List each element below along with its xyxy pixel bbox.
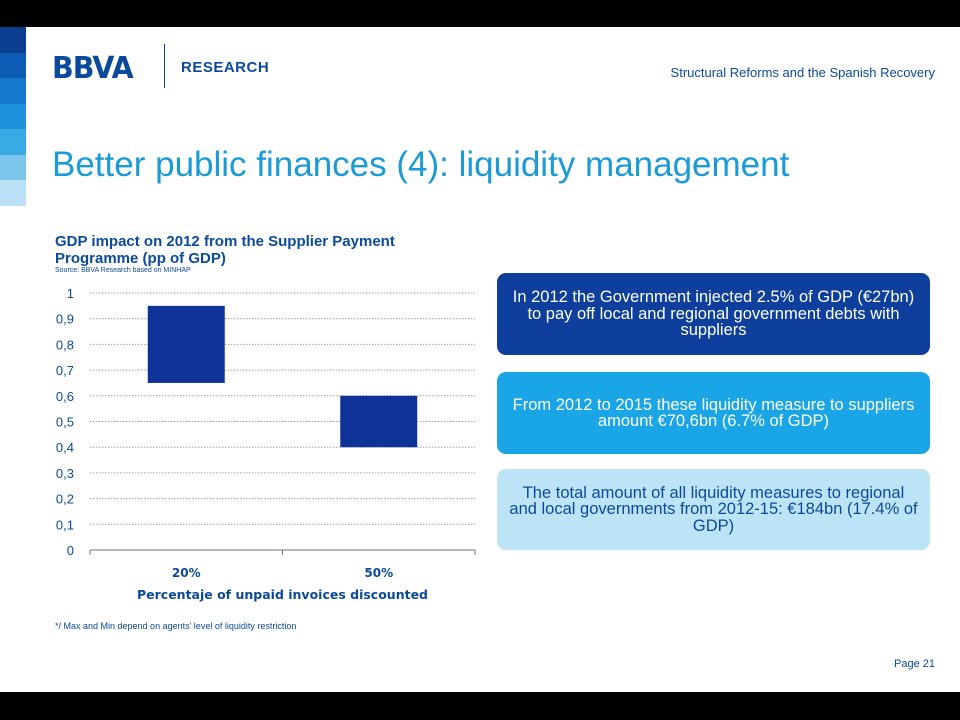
stripe bbox=[0, 27, 26, 53]
y-tick-label: 0,8 bbox=[56, 337, 74, 352]
x-tick-label: 20% bbox=[172, 566, 201, 580]
chart-source: Source: BBVA Research based on MINHAP bbox=[55, 267, 191, 274]
footnote: */ Max and Min depend on agents' level o… bbox=[55, 621, 297, 631]
y-tick-label: 0 bbox=[67, 543, 74, 558]
presentation-title: Structural Reforms and the Spanish Recov… bbox=[670, 65, 935, 80]
range-bar bbox=[147, 305, 225, 383]
stripe bbox=[0, 154, 26, 180]
info-box-liquidity-measure: From 2012 to 2015 these liquidity measur… bbox=[497, 372, 930, 454]
y-tick-label: 0,2 bbox=[56, 492, 74, 507]
range-bar bbox=[340, 395, 418, 448]
y-tick-label: 0,1 bbox=[56, 517, 74, 532]
y-tick-label: 0,4 bbox=[56, 440, 74, 455]
slide: BBVA RESEARCH Structural Reforms and the… bbox=[0, 27, 960, 692]
y-tick-label: 0,9 bbox=[56, 312, 74, 327]
page-title: Better public finances (4): liquidity ma… bbox=[52, 145, 790, 184]
y-tick-label: 0,3 bbox=[56, 466, 74, 481]
y-tick-label: 0,7 bbox=[56, 363, 74, 378]
stripe bbox=[0, 129, 26, 155]
y-tick-label: 1 bbox=[67, 286, 74, 301]
info-box-total-liquidity: The total amount of all liquidity measur… bbox=[497, 469, 930, 550]
stripe bbox=[0, 180, 26, 206]
y-tick-label: 0,6 bbox=[56, 389, 74, 404]
x-axis-title: Percentaje of unpaid invoices discounted bbox=[137, 587, 428, 602]
y-tick-label: 0,5 bbox=[56, 415, 74, 430]
bbva-logo: BBVA bbox=[52, 51, 134, 86]
range-bar-chart: 0 0,1 0,2 0,3 0,4 0,5 0,6 0,7 0,8 0,9 1 20% 50% Perce… bbox=[56, 286, 476, 602]
research-label: RESEARCH bbox=[181, 59, 270, 76]
stripe bbox=[0, 52, 26, 78]
stripe bbox=[0, 78, 26, 104]
info-box-government-injection: In 2012 the Government injected 2.5% of … bbox=[497, 273, 930, 355]
chart-title: GDP impact on 2012 from the Supplier Pay… bbox=[55, 233, 395, 267]
decorative-stripes bbox=[0, 27, 26, 206]
logo-divider bbox=[164, 44, 165, 88]
x-tick-label: 50% bbox=[364, 566, 393, 580]
stripe bbox=[0, 103, 26, 129]
page-number: Page 21 bbox=[894, 658, 935, 670]
